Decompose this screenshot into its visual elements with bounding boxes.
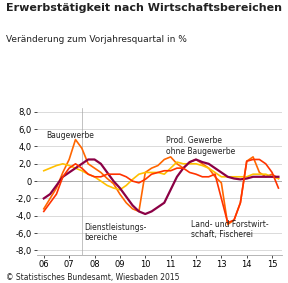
Text: © Statistisches Bundesamt, Wiesbaden 2015: © Statistisches Bundesamt, Wiesbaden 201… bbox=[6, 273, 179, 282]
Text: Land- und Forstwirt-
schaft, Fischerei: Land- und Forstwirt- schaft, Fischerei bbox=[191, 220, 268, 239]
Text: Veränderung zum Vorjahresquartal in %: Veränderung zum Vorjahresquartal in % bbox=[6, 35, 187, 44]
Text: Prod. Gewerbe
ohne Baugewerbe: Prod. Gewerbe ohne Baugewerbe bbox=[166, 136, 235, 155]
Text: Erwerbstätigkeit nach Wirtschaftsbereichen: Erwerbstätigkeit nach Wirtschaftsbereich… bbox=[6, 3, 282, 13]
Text: Baugewerbe: Baugewerbe bbox=[46, 131, 94, 140]
Text: Dienstleistungs-
bereiche: Dienstleistungs- bereiche bbox=[84, 223, 147, 242]
